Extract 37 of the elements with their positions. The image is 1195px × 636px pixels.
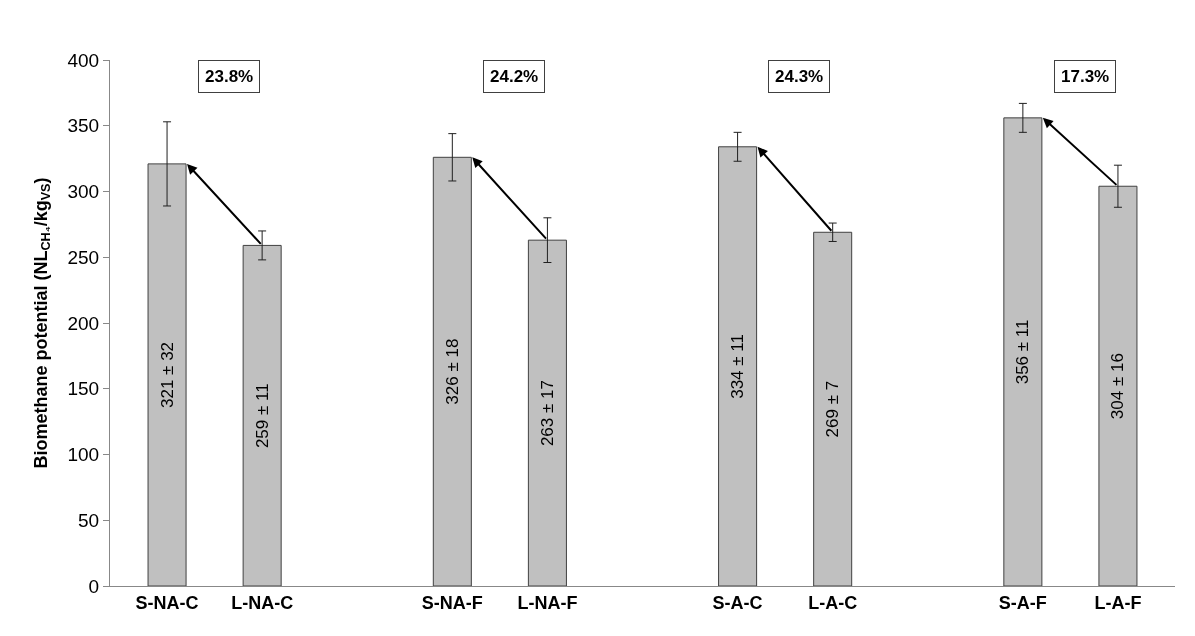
data-label: 269 ± 7 [823, 380, 843, 438]
bar [147, 163, 187, 586]
data-label: 356 ± 11 [1013, 319, 1033, 385]
annotation: 17.3% [1061, 67, 1110, 86]
y-tick-label: 150 [67, 378, 100, 400]
annotation: 23.8% [205, 67, 254, 86]
y-tick-label: 100 [67, 444, 100, 466]
data-label: 334 ± 11 [728, 334, 748, 399]
x-tick-label: L-NA-F [517, 592, 578, 613]
bar [432, 156, 472, 586]
data-label: 304 ± 16 [1108, 353, 1128, 420]
bar [718, 146, 758, 586]
bar [813, 231, 853, 586]
data-label: 259 ± 11 [252, 383, 272, 449]
y-tick-label: 300 [67, 181, 100, 203]
y-tick-label: 250 [67, 246, 100, 268]
annotation: 24.3% [775, 67, 824, 86]
annotation: 24.2% [490, 67, 539, 86]
bar [527, 239, 567, 586]
x-tick-label: L-A-F [1094, 592, 1142, 613]
y-tick-label: 400 [67, 49, 100, 71]
x-tick-label: L-A-C [808, 592, 858, 613]
y-tick-label: 350 [67, 115, 100, 137]
data-label: 263 ± 17 [537, 380, 557, 447]
y-tick-label: 200 [67, 312, 100, 334]
bar [1098, 185, 1138, 586]
x-tick-label: L-NA-C [231, 592, 294, 613]
bar [1003, 117, 1043, 586]
y-tick-label: 50 [78, 509, 100, 531]
data-label: 326 ± 18 [442, 338, 462, 405]
y-tick-label: 0 [88, 575, 100, 597]
x-tick-label: S-A-F [998, 592, 1047, 613]
x-tick-label: S-A-C [712, 592, 763, 613]
data-label: 321 ± 32 [157, 341, 177, 408]
bar [242, 244, 282, 586]
x-tick-label: S-NA-C [135, 592, 199, 613]
x-tick-label: S-NA-F [421, 592, 483, 613]
